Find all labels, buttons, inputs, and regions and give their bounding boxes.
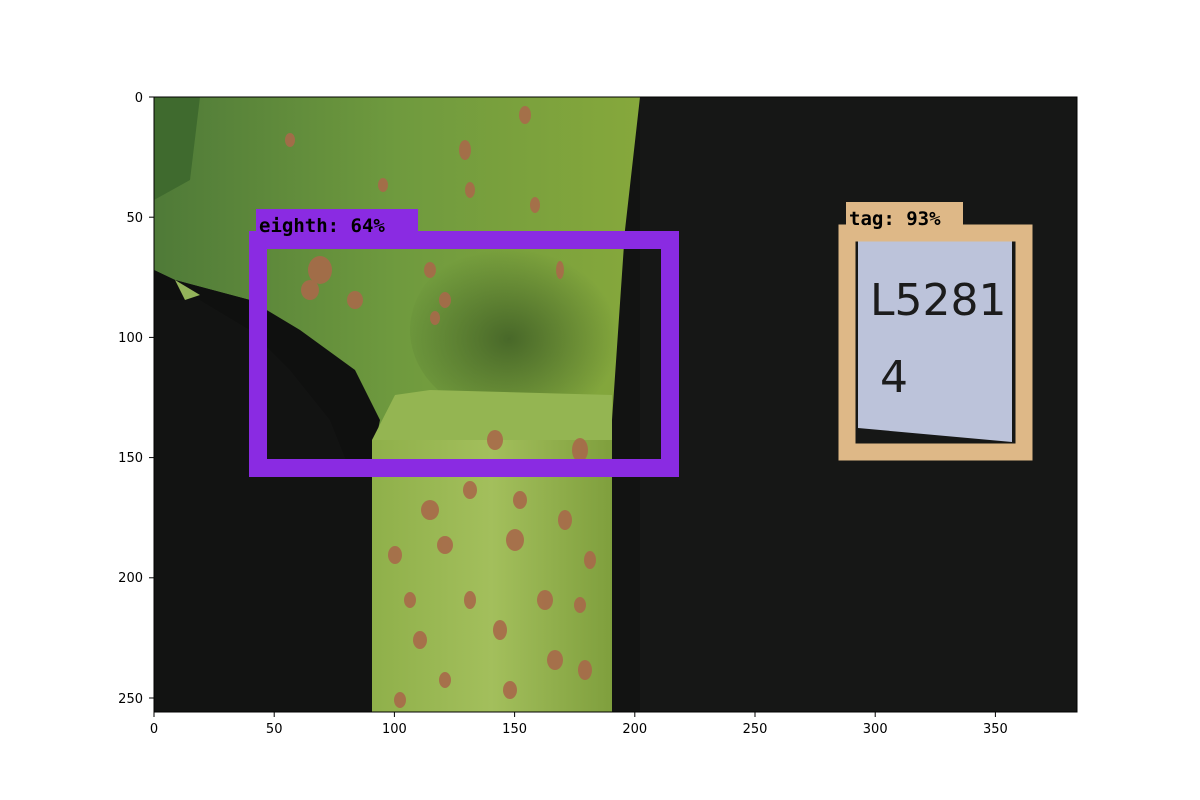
detection-tag: tag: 93% [838, 202, 1033, 461]
y-tick-label: 250 [118, 692, 143, 707]
y-tick-label: 200 [118, 571, 143, 586]
y-tick-label: 0 [135, 91, 143, 106]
detection-eighth: eighth: 64% [249, 209, 679, 477]
x-tick-label: 50 [266, 722, 283, 737]
x-tick-label: 200 [622, 722, 647, 737]
x-tick-label: 250 [743, 722, 768, 737]
x-tick-label: 300 [863, 722, 888, 737]
y-tick-label: 100 [118, 331, 143, 346]
y-axis: 0 50 100 150 200 250 [118, 91, 154, 707]
y-tick-label: 50 [126, 211, 143, 226]
photo: L5281 4 [154, 97, 1077, 712]
x-tick-label: 0 [150, 722, 158, 737]
tag-card-line2: 4 [880, 352, 908, 403]
detection-label-tag: tag: 93% [849, 208, 941, 230]
x-axis: 0 50 100 150 200 250 300 350 [150, 712, 1008, 737]
y-tick-label: 150 [118, 451, 143, 466]
detection-label-eighth: eighth: 64% [259, 215, 385, 237]
axes-frame [153, 96, 1078, 713]
x-tick-label: 100 [382, 722, 407, 737]
x-tick-label: 150 [502, 722, 527, 737]
x-tick-label: 350 [983, 722, 1008, 737]
tag-card-line1: L5281 [870, 275, 1007, 326]
